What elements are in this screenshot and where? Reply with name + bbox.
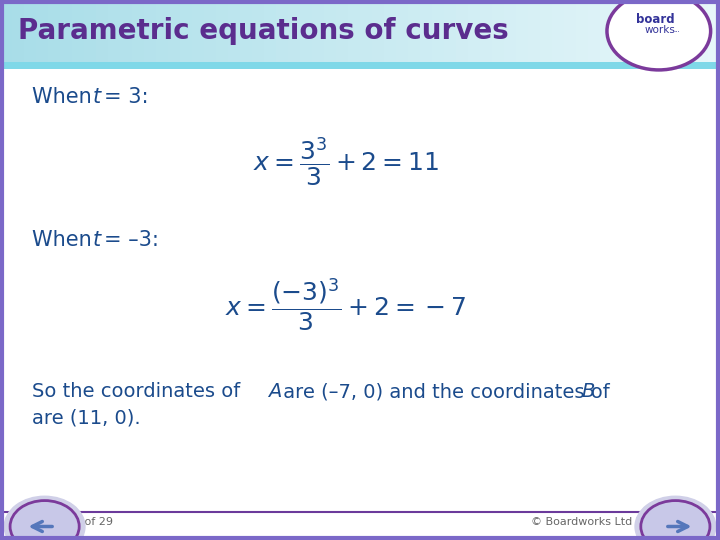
Bar bbox=[36, 0, 48, 62]
Text: Parametric equations of curves: Parametric equations of curves bbox=[18, 17, 509, 45]
Bar bbox=[660, 0, 672, 62]
Bar bbox=[132, 0, 144, 62]
Bar bbox=[180, 0, 192, 62]
Bar bbox=[156, 0, 168, 62]
Bar bbox=[276, 0, 288, 62]
Bar bbox=[672, 0, 684, 62]
Bar bbox=[384, 0, 396, 62]
Bar bbox=[708, 0, 720, 62]
Circle shape bbox=[641, 501, 710, 540]
Bar bbox=[408, 0, 420, 62]
Bar bbox=[108, 0, 120, 62]
Bar bbox=[432, 0, 444, 62]
Text: So the coordinates of: So the coordinates of bbox=[32, 382, 247, 401]
Bar bbox=[504, 0, 516, 62]
Bar bbox=[372, 0, 384, 62]
Text: © Boardworks Ltd 2006: © Boardworks Ltd 2006 bbox=[531, 517, 664, 527]
Bar bbox=[252, 0, 264, 62]
Text: $x = \dfrac{3^3}{3} + 2 = 11$: $x = \dfrac{3^3}{3} + 2 = 11$ bbox=[253, 136, 438, 188]
Bar bbox=[168, 0, 180, 62]
Bar bbox=[648, 0, 660, 62]
Bar bbox=[396, 0, 408, 62]
Bar bbox=[684, 0, 696, 62]
Bar bbox=[192, 0, 204, 62]
Bar bbox=[72, 0, 84, 62]
Circle shape bbox=[635, 496, 716, 540]
Text: When: When bbox=[32, 230, 99, 251]
Text: $x = \dfrac{(-3)^3}{3} + 2 = -7$: $x = \dfrac{(-3)^3}{3} + 2 = -7$ bbox=[225, 276, 467, 334]
Bar bbox=[324, 0, 336, 62]
Bar bbox=[0, 0, 12, 62]
Text: t: t bbox=[92, 230, 100, 251]
Bar bbox=[24, 0, 36, 62]
Text: board: board bbox=[636, 12, 675, 26]
Bar bbox=[288, 0, 300, 62]
Circle shape bbox=[10, 501, 79, 540]
Bar bbox=[84, 0, 96, 62]
Bar bbox=[264, 0, 276, 62]
Text: A: A bbox=[268, 382, 282, 401]
Bar bbox=[300, 0, 312, 62]
Bar bbox=[216, 0, 228, 62]
Bar bbox=[636, 0, 648, 62]
Bar bbox=[492, 0, 504, 62]
Bar bbox=[576, 0, 588, 62]
Bar bbox=[516, 0, 528, 62]
Bar bbox=[360, 0, 372, 62]
Circle shape bbox=[607, 0, 711, 70]
Bar bbox=[480, 0, 492, 62]
Bar bbox=[588, 0, 600, 62]
Bar bbox=[528, 0, 540, 62]
Circle shape bbox=[4, 496, 85, 540]
Text: = –3:: = –3: bbox=[104, 230, 159, 251]
Bar bbox=[12, 0, 24, 62]
Text: 6 of 29: 6 of 29 bbox=[74, 517, 113, 527]
Bar bbox=[228, 0, 240, 62]
Text: When: When bbox=[32, 87, 99, 107]
Bar bbox=[348, 0, 360, 62]
Bar bbox=[456, 0, 468, 62]
Bar bbox=[696, 0, 708, 62]
Bar bbox=[468, 0, 480, 62]
Text: B: B bbox=[582, 382, 595, 401]
Bar bbox=[120, 0, 132, 62]
Bar bbox=[144, 0, 156, 62]
Text: are (–7, 0) and the coordinates of: are (–7, 0) and the coordinates of bbox=[277, 382, 616, 401]
Bar bbox=[420, 0, 432, 62]
Text: works: works bbox=[645, 25, 675, 35]
Bar bbox=[96, 0, 108, 62]
Bar bbox=[60, 0, 72, 62]
Bar bbox=[312, 0, 324, 62]
Text: are (11, 0).: are (11, 0). bbox=[32, 409, 141, 428]
Bar bbox=[240, 0, 252, 62]
Bar bbox=[612, 0, 624, 62]
Text: = 3:: = 3: bbox=[104, 87, 149, 107]
Bar bbox=[444, 0, 456, 62]
Bar bbox=[564, 0, 576, 62]
Bar bbox=[552, 0, 564, 62]
Text: t: t bbox=[92, 87, 100, 107]
Bar bbox=[336, 0, 348, 62]
Text: ...: ... bbox=[673, 27, 680, 33]
Bar bbox=[540, 0, 552, 62]
Bar bbox=[0, 62, 720, 69]
Bar bbox=[204, 0, 216, 62]
Bar bbox=[48, 0, 60, 62]
Bar bbox=[600, 0, 612, 62]
Bar bbox=[624, 0, 636, 62]
